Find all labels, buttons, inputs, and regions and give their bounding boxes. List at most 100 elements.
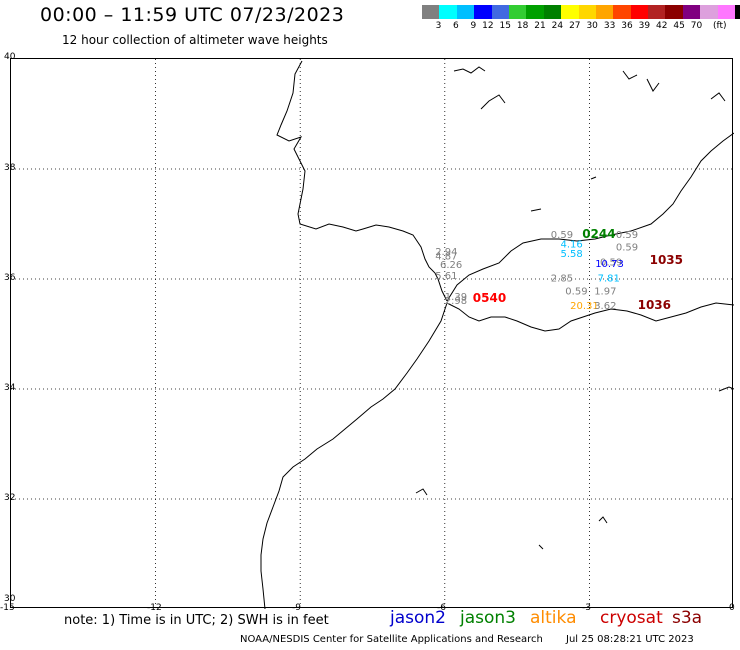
grid-lines [11,59,734,609]
wave-height-label: 2.94 [435,247,457,258]
wave-height-label: 2.85 [551,274,573,285]
colorbar-swatch [543,5,562,19]
wave-height-label: 10.73 [595,259,624,270]
colorbar-label: 18 [516,21,529,31]
colorbar-swatch [595,5,614,19]
coastlines [260,60,734,609]
colorbar-swatch [526,5,544,19]
colorbar-label: 27 [569,21,581,31]
wave-height-label: 5.58 [561,249,583,260]
x-tick--3: -3 [582,603,591,613]
pass-time-label: 1036 [638,298,671,312]
colorbar-swatch [561,5,579,19]
colorbar-swatch [439,5,457,19]
coast-fragment-8 [415,488,428,496]
y-tick-36: 36 [4,273,16,283]
colorbar-label: 24 [551,21,564,31]
map-svg: 0.59 0244 0.594.16 0.595.582.944.876.265.61… [11,59,734,609]
coast-morocco-med [446,302,734,332]
coast-fragment-7 [590,176,597,180]
wave-height-label: 2.98 [445,296,467,307]
colorbar-label: 36 [621,21,633,31]
y-tick-34: 34 [4,383,16,393]
wave-height-label: 3.62 [594,301,616,312]
colorbar-swatch [578,5,596,19]
wave-height-label: 4.87 [435,252,457,263]
coast-fragment-2 [480,94,506,110]
observations: 0.59 0244 0.594.16 0.595.582.944.876.265.61… [435,227,683,312]
coast-fragment-3 [622,70,638,80]
x-tick--12: -12 [147,603,162,613]
footer-note: note: 1) Time is in UTC; 2) SWH is in fe… [64,613,329,628]
pass-time-label: 0540 [473,291,506,305]
x-tick-0: 0 [729,603,735,613]
chart-subtitle: 12 hour collection of altimeter wave hei… [62,33,328,47]
colorbar-label: 39 [638,21,651,31]
credit-text: NOAA/NESDIS Center for Satellite Applica… [240,634,543,645]
colorbar-swatch [630,5,649,19]
colorbar-label: 9 [470,21,477,31]
wave-height-label: 0.59 [616,242,638,253]
pass-time-label: 0244 [582,227,615,241]
colorbar-swatch [682,5,701,19]
coast-spain-south [446,132,734,302]
x-tick--9: -9 [292,603,301,613]
x-tick--6: -6 [437,603,446,613]
colorbar-label: 6 [453,21,459,31]
colorbar-label: 45 [673,21,685,31]
colorbar-labels: 3 6 9 12 15 18 21 24 27 30 33 36 39 42 45 70 [422,21,703,31]
colorbar-label: 12 [482,21,494,31]
coast-morocco-atlantic [260,302,448,609]
colorbar-swatch [665,5,683,19]
colorbar-swatch [613,5,631,19]
wave-height-label: 0.59 [565,286,587,297]
wave-height-label: 5.61 [435,271,457,282]
y-tick-30: 30 [4,594,16,604]
colorbar-label: 70 [690,21,703,31]
x-tick--15: -15 [0,603,15,613]
wave-height-label: 0.59 [616,230,638,241]
map-frame: 0.59 0244 0.59 4.16 0.59 5.58 2.94 4.87 6.26 5.61… [10,58,734,609]
wave-height-label: 0.59 [551,230,573,241]
colorbar-label: 30 [586,21,598,31]
wave-height-label: 6.26 [440,260,462,271]
coast-fragment-4 [646,78,660,92]
legend-s3a: s3a [672,608,703,628]
colorbar-swatch [456,5,475,19]
colorbar-swatch [735,5,740,19]
y-tick-32: 32 [4,493,16,503]
colorbar-swatch [508,5,527,19]
coast-portugal [276,60,448,302]
coast-fragment-5 [710,92,726,102]
legend-altika: altika [530,608,577,628]
wave-height-label: 7.81 [598,274,620,285]
colorbar-swatch [700,5,718,19]
coast-fragment-1 [453,66,486,74]
colorbar-label: 42 [656,21,668,31]
colorbar-label: 15 [499,21,511,31]
colorbar-label: 33 [603,21,616,31]
coast-fragment-10 [538,544,544,550]
colorbar-swatch [474,5,492,19]
wave-height-label: 1.39 [445,292,467,303]
y-tick-38: 38 [4,163,16,173]
wave-height-label: 1.97 [594,286,616,297]
colorbar [422,5,740,19]
coast-fragment-6 [530,208,542,212]
wave-height-label: 4.16 [561,240,583,251]
legend-jason2: jason2 [390,608,446,628]
colorbar-unit: (ft) [713,21,727,31]
coast-fragment-9 [598,516,608,524]
colorbar-swatch [717,5,736,19]
chart-title: 00:00 – 11:59 UTC 07/23/2023 [40,4,345,26]
wave-height-label: 20.31 [570,301,599,312]
colorbar-swatch [422,5,440,19]
credit-date: Jul 25 08:28:21 UTC 2023 [566,634,694,645]
colorbar-label: 3 [435,21,442,31]
wave-height-label: 0.59 [600,257,622,268]
y-tick-40: 40 [4,52,16,62]
colorbar-label: 21 [534,21,546,31]
coast-fragment-11 [718,386,734,392]
colorbar-swatch [648,5,666,19]
pass-time-label: 1035 [650,253,683,267]
